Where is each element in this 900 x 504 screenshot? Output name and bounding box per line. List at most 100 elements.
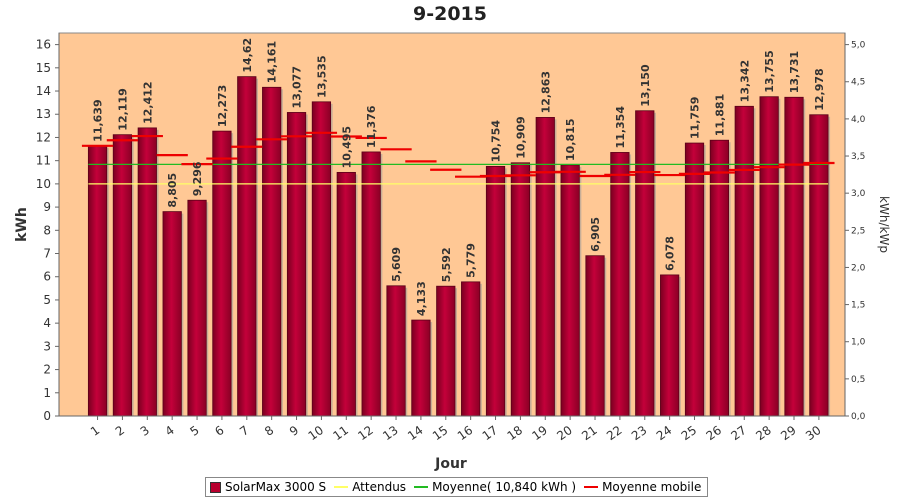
bar bbox=[560, 164, 580, 417]
y-tick-label: 16 bbox=[36, 38, 51, 52]
y-tick-label: 4 bbox=[43, 316, 51, 330]
y-tick-label: 0 bbox=[43, 409, 51, 423]
legend-swatch-attendus bbox=[334, 486, 349, 488]
data-label: 12,863 bbox=[539, 71, 552, 113]
y-tick-label: 15 bbox=[36, 61, 51, 75]
x-tick-label: 27 bbox=[728, 423, 749, 443]
data-label: 12,273 bbox=[216, 85, 229, 127]
x-tick-label: 14 bbox=[405, 423, 426, 443]
x-tick-label: 26 bbox=[704, 423, 725, 443]
y2-tick-label: 2,0 bbox=[851, 263, 866, 273]
bar bbox=[635, 110, 655, 417]
bar bbox=[709, 139, 729, 417]
data-label: 6,905 bbox=[589, 217, 602, 252]
bar bbox=[262, 86, 282, 417]
data-label: 11,759 bbox=[689, 97, 702, 139]
x-tick-label: 2 bbox=[113, 423, 127, 439]
x-tick-label: 15 bbox=[430, 423, 451, 443]
y2-tick-label: 2,5 bbox=[851, 226, 865, 236]
legend: SolarMax 3000 S Attendus Moyenne( 10,840… bbox=[205, 477, 709, 497]
x-tick-label: 20 bbox=[554, 423, 575, 443]
bar bbox=[585, 255, 605, 417]
legend-item-bar: SolarMax 3000 S bbox=[210, 480, 326, 494]
data-label: 13,077 bbox=[291, 66, 304, 108]
y2-axis-label: kWh/kWp bbox=[877, 196, 891, 253]
x-tick-label: 25 bbox=[679, 423, 700, 443]
legend-swatch-moyenne bbox=[414, 486, 429, 488]
data-label: 12,412 bbox=[141, 81, 154, 123]
data-label: 8,805 bbox=[166, 173, 179, 208]
data-label: 5,609 bbox=[390, 247, 403, 282]
data-label: 9,296 bbox=[191, 161, 204, 196]
x-tick-label: 5 bbox=[187, 423, 201, 439]
x-tick-label: 21 bbox=[579, 423, 600, 443]
y2-tick-label: 0,5 bbox=[851, 375, 865, 385]
y-tick-label: 3 bbox=[43, 339, 51, 353]
bar bbox=[336, 171, 356, 417]
data-label: 10,909 bbox=[514, 116, 527, 158]
x-tick-label: 3 bbox=[138, 423, 152, 439]
bar bbox=[660, 274, 680, 417]
x-tick-label: 18 bbox=[505, 423, 526, 443]
legend-label-moyenne-mobile: Moyenne mobile bbox=[602, 480, 702, 494]
data-label: 11,639 bbox=[92, 99, 105, 141]
data-label: 10,754 bbox=[490, 120, 503, 163]
data-label: 11,376 bbox=[365, 105, 378, 148]
x-tick-label: 8 bbox=[262, 423, 276, 439]
x-tick-label: 6 bbox=[212, 423, 226, 439]
data-label: 13,342 bbox=[738, 60, 751, 102]
y2-tick-label: 1,5 bbox=[851, 301, 865, 311]
bar bbox=[411, 319, 431, 417]
legend-swatch-moyenne-mobile bbox=[584, 486, 599, 488]
data-label: 14,62 bbox=[241, 38, 254, 73]
x-tick-label: 12 bbox=[355, 423, 376, 443]
y2-tick-label: 5,0 bbox=[851, 41, 866, 51]
bar bbox=[610, 152, 630, 417]
legend-swatch-bar bbox=[210, 481, 221, 493]
y-tick-label: 1 bbox=[43, 386, 51, 400]
x-tick-label: 11 bbox=[330, 423, 351, 443]
bar bbox=[87, 145, 108, 417]
y-tick-label: 2 bbox=[43, 363, 51, 377]
y-tick-label: 8 bbox=[43, 223, 51, 237]
bar bbox=[187, 199, 207, 417]
bar bbox=[137, 127, 157, 417]
x-tick-label: 9 bbox=[287, 423, 301, 439]
bar bbox=[510, 162, 531, 417]
legend-item-moyenne-mobile: Moyenne mobile bbox=[584, 480, 701, 494]
x-tick-label: 28 bbox=[753, 423, 774, 443]
bar bbox=[212, 130, 232, 417]
x-tick-label: 30 bbox=[803, 423, 824, 443]
x-tick-label: 13 bbox=[380, 423, 401, 443]
x-axis-label: Jour bbox=[434, 456, 467, 472]
bar bbox=[436, 285, 456, 417]
x-tick-label: 24 bbox=[654, 423, 675, 443]
y-tick-label: 13 bbox=[36, 107, 51, 121]
bar bbox=[112, 134, 133, 417]
data-label: 11,354 bbox=[614, 106, 627, 149]
data-label: 5,779 bbox=[465, 243, 478, 278]
legend-item-moyenne: Moyenne( 10,840 kWh ) bbox=[414, 480, 576, 494]
legend-label-moyenne: Moyenne( 10,840 kWh ) bbox=[432, 480, 577, 494]
bar bbox=[485, 165, 506, 417]
x-tick-label: 23 bbox=[629, 423, 650, 443]
y2-tick-label: 3,5 bbox=[851, 152, 865, 162]
y-tick-label: 6 bbox=[43, 270, 51, 284]
y2-tick-label: 3,0 bbox=[851, 189, 866, 199]
y-tick-label: 5 bbox=[43, 293, 51, 307]
data-label: 13,150 bbox=[639, 64, 652, 107]
data-label: 5,592 bbox=[440, 247, 453, 282]
data-label: 12,978 bbox=[813, 68, 826, 110]
chart-title: 9-2015 bbox=[413, 3, 487, 25]
data-label: 12,119 bbox=[116, 88, 129, 130]
x-tick-label: 1 bbox=[88, 423, 102, 439]
data-label: 13,755 bbox=[763, 50, 776, 92]
bar bbox=[461, 281, 481, 417]
y2-tick-label: 4,5 bbox=[851, 78, 865, 88]
bar bbox=[535, 117, 555, 417]
bar bbox=[784, 96, 804, 417]
bar bbox=[237, 76, 257, 417]
y2-tick-label: 0,0 bbox=[851, 412, 866, 422]
